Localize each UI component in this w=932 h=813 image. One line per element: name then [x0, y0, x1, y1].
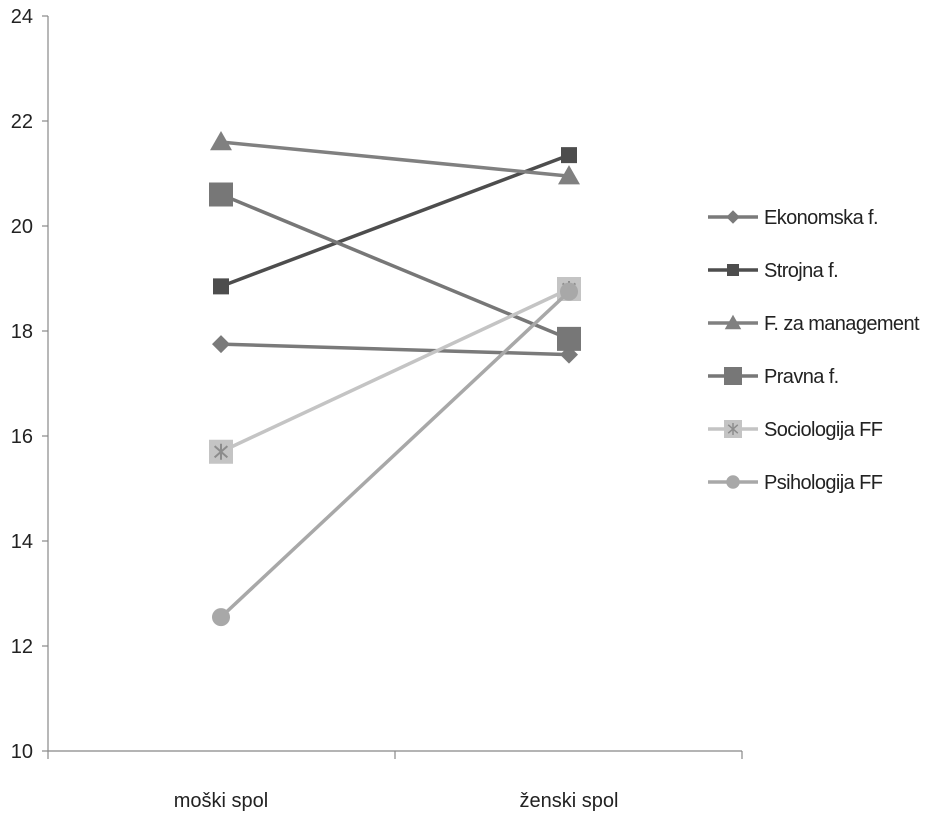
legend-marker — [727, 264, 739, 276]
series-line — [219, 290, 571, 619]
y-tick-label: 20 — [11, 216, 33, 238]
series-line — [220, 342, 570, 357]
legend-marker — [726, 210, 740, 224]
data-point — [560, 282, 578, 301]
data-point — [213, 278, 229, 295]
series-5 — [212, 282, 578, 627]
y-tick-label: 10 — [11, 741, 33, 763]
axes — [47, 16, 742, 752]
legend-marker — [724, 367, 742, 385]
legend-label: Psihologija FF — [764, 472, 883, 494]
data-point — [212, 335, 230, 354]
data-point — [209, 182, 233, 207]
data-point — [212, 608, 230, 627]
series-2 — [210, 131, 580, 185]
legend-item: F. za management — [708, 313, 921, 335]
x-category-label: moški spol — [174, 790, 268, 812]
series-0 — [212, 335, 578, 364]
data-point — [558, 165, 580, 185]
data-point — [210, 131, 232, 151]
legend-item: Psihologija FF — [708, 472, 883, 494]
legend-label: F. za management — [764, 313, 920, 335]
y-tick-label: 22 — [11, 111, 33, 133]
y-ticks: 10 12 14 16 18 20 22 24 — [11, 6, 48, 763]
y-tick-label: 14 — [11, 531, 33, 553]
series-1 — [213, 147, 577, 295]
legend-label: Sociologija FF — [764, 419, 883, 441]
legend-item: Sociologija FF — [708, 419, 883, 441]
series-line — [220, 153, 570, 289]
legend-label: Strojna f. — [764, 260, 838, 282]
legend: Ekonomska f. Strojna f. F. za management Pr… — [708, 207, 921, 494]
series-3 — [209, 182, 581, 351]
x-category-label: ženski spol — [520, 790, 619, 812]
y-tick-label: 18 — [11, 321, 33, 343]
y-tick-label: 12 — [11, 636, 33, 658]
series-4 — [209, 277, 581, 464]
x-ticks: moški spol ženski spol — [47, 751, 743, 812]
legend-marker — [726, 475, 740, 489]
legend-item: Ekonomska f. — [708, 207, 879, 229]
legend-label: Ekonomska f. — [764, 207, 878, 229]
series-line — [220, 287, 570, 454]
y-tick-label: 24 — [11, 6, 33, 28]
series-line — [220, 140, 570, 178]
legend-item: Pravna f. — [708, 366, 839, 388]
y-tick-label: 16 — [11, 426, 33, 448]
data-point — [557, 326, 581, 351]
series-layer — [209, 131, 581, 627]
legend-marker — [724, 314, 742, 330]
legend-item: Strojna f. — [708, 260, 839, 282]
data-point — [561, 147, 577, 164]
data-point — [209, 439, 233, 464]
legend-marker — [724, 420, 742, 438]
legend-label: Pravna f. — [764, 366, 839, 388]
